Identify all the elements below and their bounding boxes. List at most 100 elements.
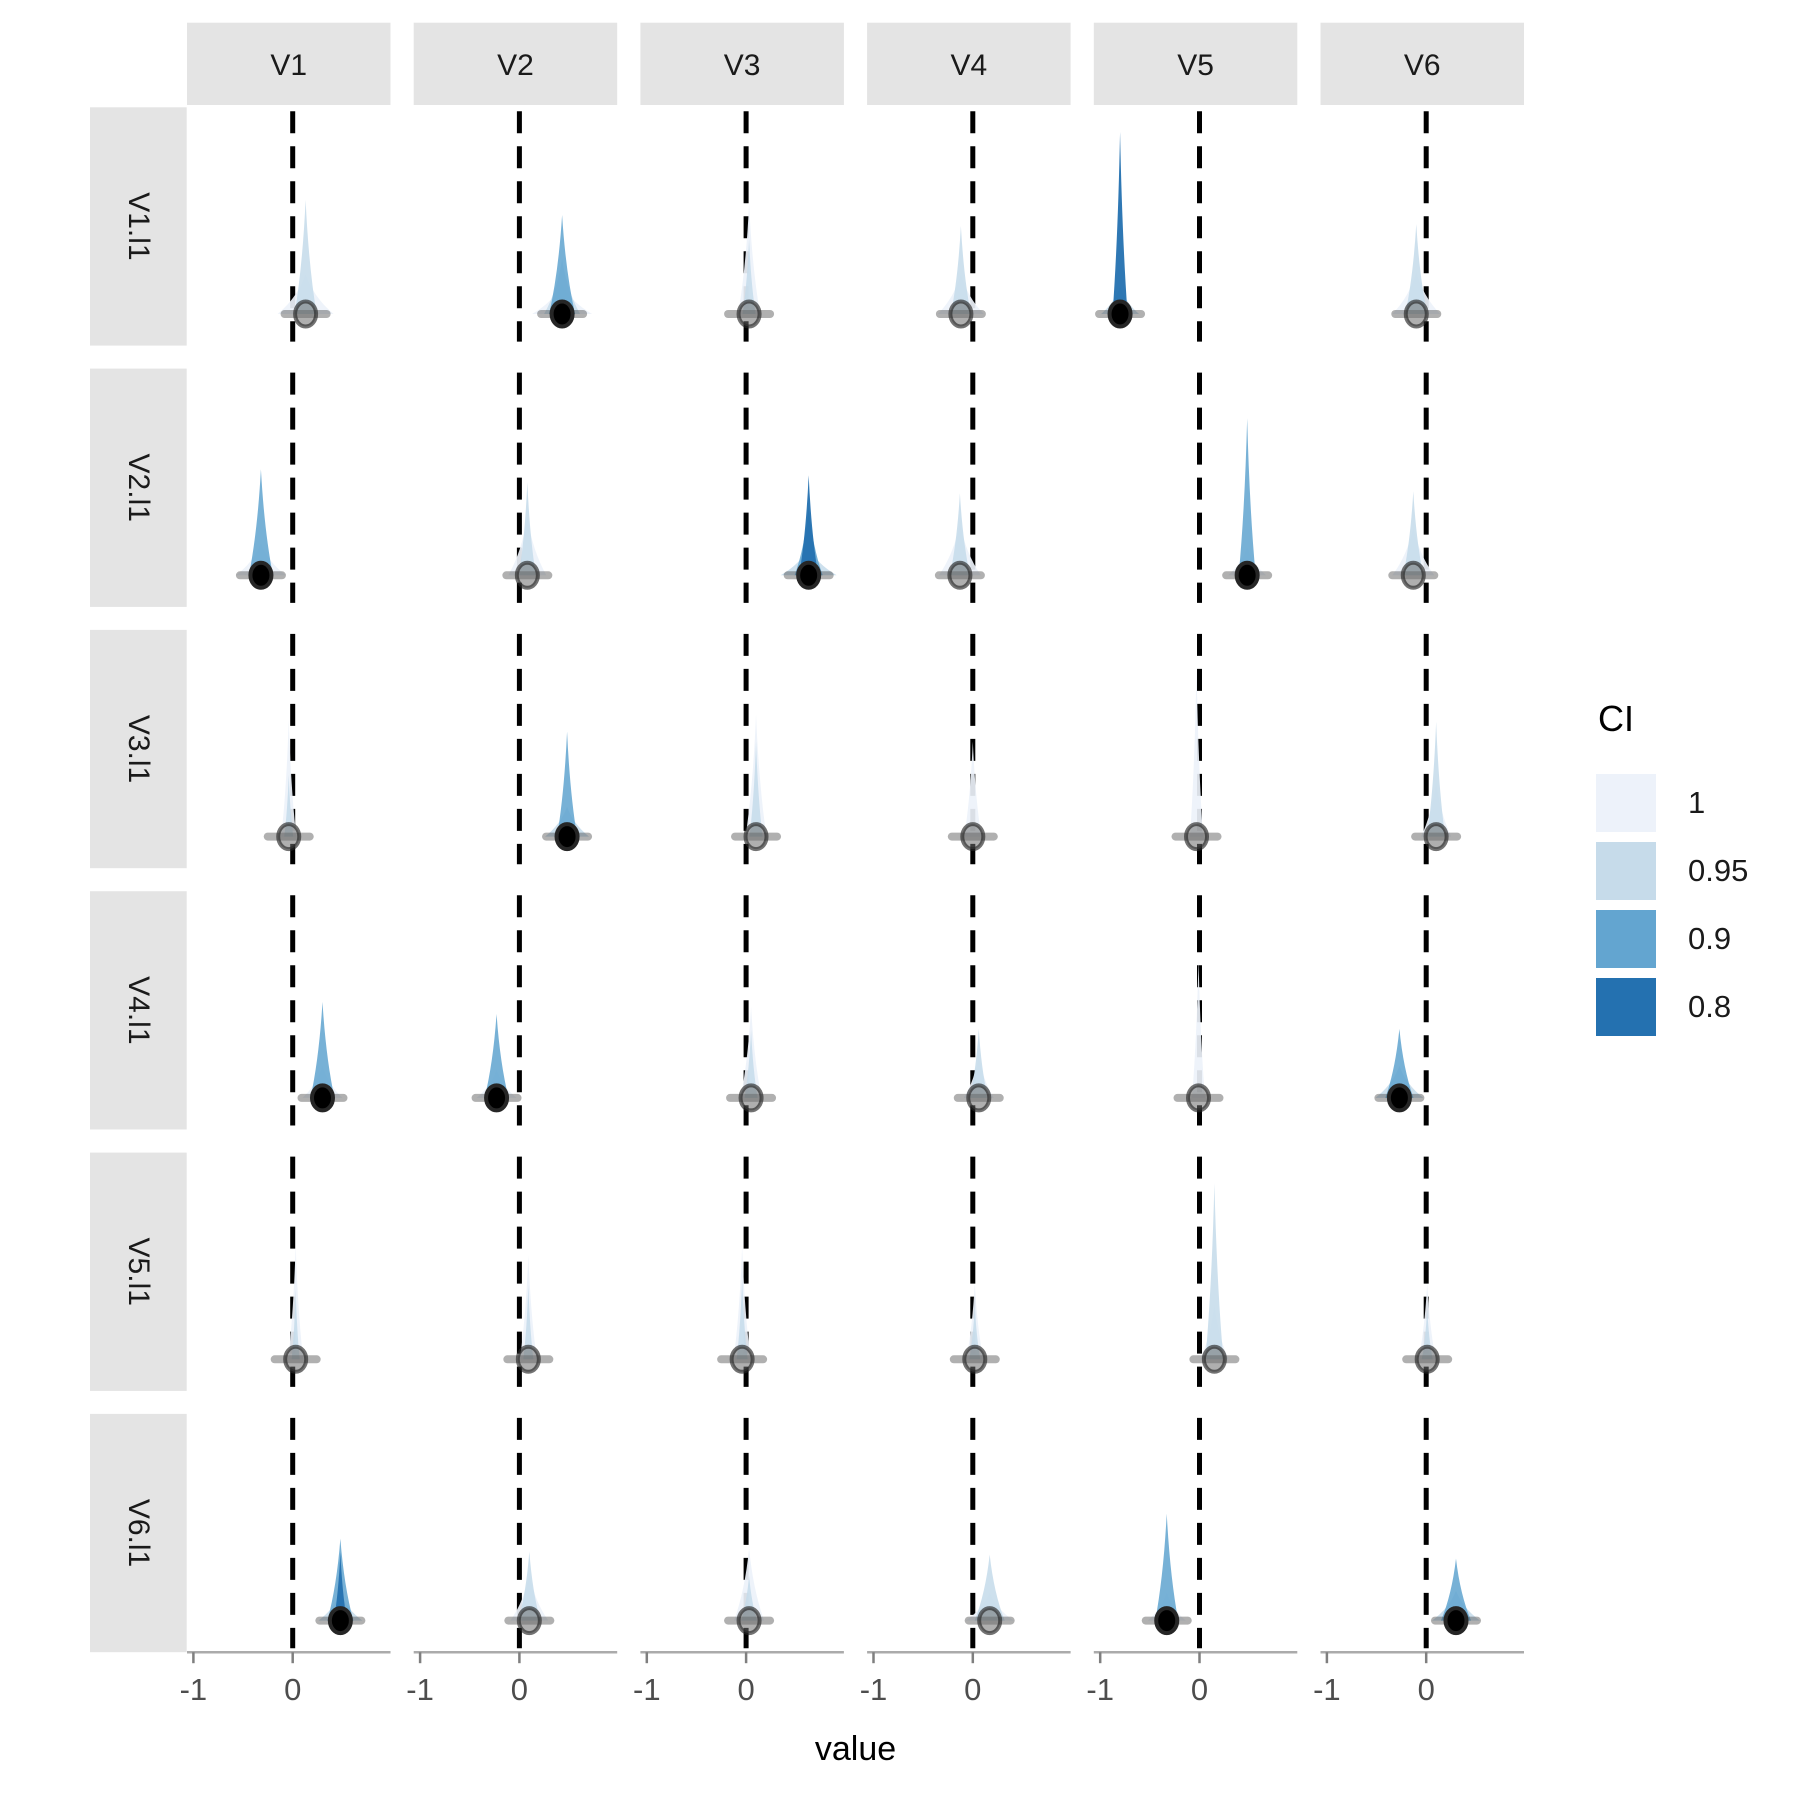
legend-item: 0.9	[1596, 910, 1731, 968]
ci-cone-0.95	[744, 1029, 758, 1098]
estimate-point	[516, 1606, 542, 1636]
ci-cone-0.9	[484, 1013, 509, 1098]
column-strip-label: V1	[270, 49, 307, 82]
facet-V6.l1-V3	[724, 1548, 775, 1636]
column-strip-bg	[413, 22, 618, 106]
legend-label: 1	[1688, 785, 1705, 820]
row-strip-bg	[90, 629, 187, 869]
facet-V1.l1-V5	[1095, 132, 1146, 329]
column-strip: V5	[1093, 22, 1298, 106]
row-strip: V1.l1	[90, 107, 187, 346]
facet-V1.l1-V6	[1391, 224, 1442, 329]
estimate-point	[947, 560, 973, 590]
legend-swatch	[1596, 774, 1656, 832]
facet-V4.l1-V2	[471, 1013, 522, 1113]
row-strip: V5.l1	[90, 1152, 187, 1391]
facet-V1.l1-V3	[724, 204, 775, 329]
ci-cone-0.95	[1403, 491, 1424, 576]
facet-V3.l1-V5	[1171, 668, 1222, 852]
x-tick-label: -1	[633, 1672, 661, 1707]
column-strip-bg	[1320, 22, 1524, 106]
x-axis: -1 0	[1313, 1650, 1524, 1707]
facet-V2.l1-V5	[1222, 418, 1273, 590]
ci-cone-0.9	[248, 469, 273, 576]
legend-swatch	[1596, 842, 1656, 900]
facet-V3.l1-V3	[731, 714, 782, 852]
facet-V2.l1-V3	[780, 475, 837, 590]
estimate-point	[966, 1083, 992, 1113]
facet-V3.l1-V1	[263, 719, 314, 852]
ci-cone-0.95	[1205, 1183, 1224, 1360]
ci-cone-1	[1190, 668, 1204, 837]
ci-cone-0.95	[284, 774, 294, 837]
facet-V1.l1-V2	[532, 215, 593, 329]
ci-cone-0.9	[549, 215, 576, 314]
x-tick-label: -1	[1313, 1672, 1341, 1707]
ci-cone-0.95	[291, 1289, 300, 1360]
facet-V1.l1-V4	[935, 226, 986, 329]
row-strip-label: V1.l1	[122, 192, 155, 260]
estimate-point	[1414, 1344, 1440, 1374]
estimate-point	[514, 560, 540, 590]
ci-cone-0.9	[1385, 1028, 1414, 1098]
estimate-point	[515, 1344, 541, 1374]
estimate-point	[962, 1344, 988, 1374]
estimate-point	[743, 822, 769, 852]
facet-V3.l1-V6	[1411, 721, 1462, 852]
column-strip-bg	[867, 22, 1071, 106]
row-strip: V4.l1	[90, 891, 187, 1130]
facet-V4.l1-V5	[1173, 958, 1224, 1113]
legend-item: 0.95	[1596, 842, 1748, 900]
estimate-point	[1403, 299, 1429, 329]
estimate-point-significant	[1234, 560, 1260, 590]
column-strip-label: V3	[724, 49, 761, 82]
x-tick-label: 0	[1418, 1672, 1435, 1707]
row-strip: V3.l1	[90, 629, 187, 869]
ci-cone-1	[1192, 958, 1206, 1098]
x-axis: -1 0	[180, 1650, 391, 1707]
column-strip-label: V5	[1177, 49, 1214, 82]
x-tick-label: 0	[511, 1672, 528, 1707]
x-axis: -1 0	[860, 1650, 1071, 1707]
ci-cone-0.95	[523, 1285, 534, 1360]
legend-title: CI	[1598, 698, 1634, 739]
row-strip: V2.l1	[90, 368, 187, 607]
estimate-point	[283, 1344, 309, 1374]
ci-cone-0.9	[1440, 1558, 1471, 1621]
row-strip-label: V3.l1	[122, 715, 155, 783]
estimate-point	[1201, 1344, 1227, 1374]
legend-label: 0.8	[1688, 989, 1731, 1024]
estimate-point	[736, 299, 762, 329]
column-strip-bg	[640, 22, 844, 106]
facet-V6.l1-V1	[315, 1538, 366, 1636]
estimate-point-significant	[1443, 1606, 1469, 1636]
ci-cone-0.9	[557, 731, 578, 837]
facet-V2.l1-V4	[934, 493, 985, 590]
row-strip-bg	[90, 368, 187, 607]
facet-V5.l1-V6	[1402, 1283, 1453, 1374]
x-axis: -1 0	[406, 1650, 618, 1707]
legend-item: 1	[1596, 774, 1705, 832]
legend-swatch	[1596, 978, 1656, 1036]
x-tick-label: 0	[964, 1672, 981, 1707]
estimate-point	[729, 1344, 755, 1374]
column-strip-bg	[187, 22, 391, 106]
estimate-point-significant	[1107, 299, 1133, 329]
x-tick-label: -1	[180, 1672, 208, 1707]
legend-swatch	[1596, 910, 1656, 968]
row-strip: V6.l1	[90, 1413, 187, 1653]
x-tick-label: 0	[284, 1672, 301, 1707]
column-strip: V6	[1320, 22, 1524, 106]
ci-cone-0.95	[294, 200, 317, 314]
facet-V6.l1-V6	[1430, 1558, 1481, 1636]
legend: CI 1 0.95 0.9 0.8	[1596, 698, 1748, 1036]
column-strip: V2	[413, 22, 618, 106]
column-strip-label: V4	[950, 49, 987, 82]
facet-V6.l1-V4	[964, 1554, 1015, 1636]
ci-cone-0.95	[518, 482, 536, 576]
facet-V4.l1-V6	[1374, 1028, 1425, 1113]
estimate-point	[1184, 822, 1210, 852]
